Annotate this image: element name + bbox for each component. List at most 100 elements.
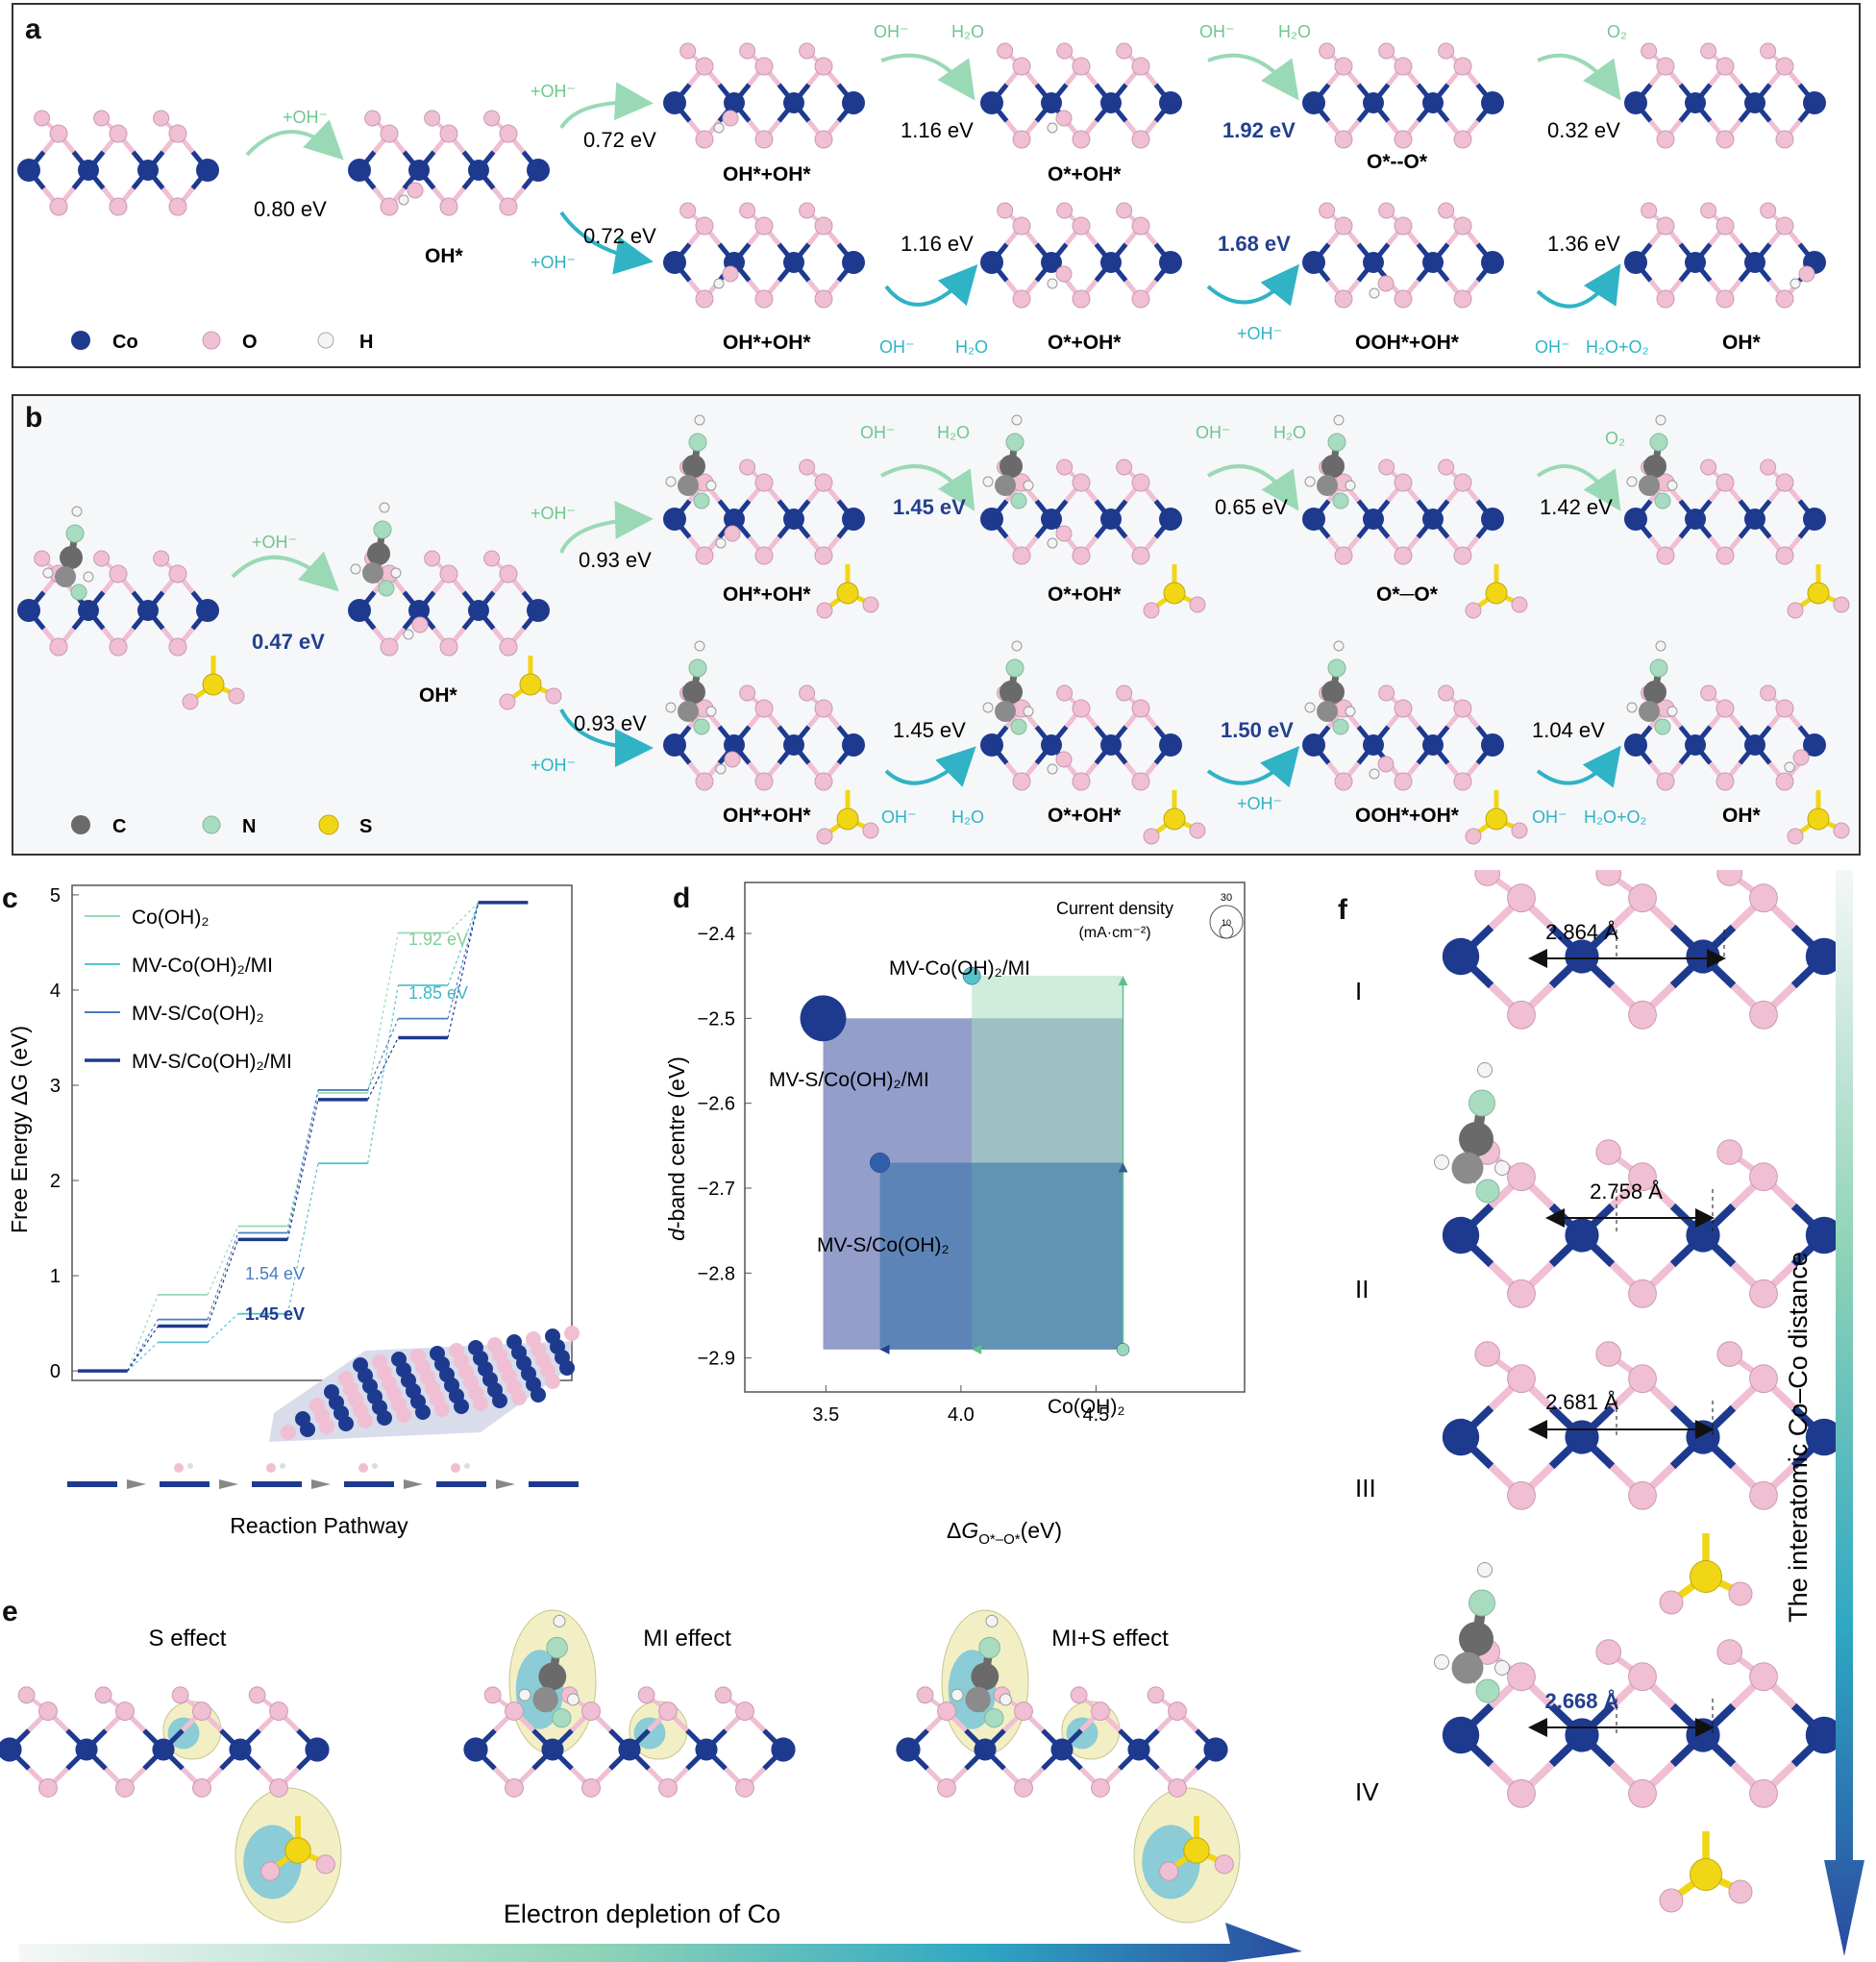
nitrogen-atom bbox=[1005, 433, 1024, 452]
oxygen-atom bbox=[1659, 1590, 1684, 1615]
hydrogen-atom bbox=[1011, 640, 1023, 652]
oxygen-atom bbox=[1716, 473, 1735, 492]
a-arrow-step1 bbox=[245, 119, 344, 161]
sulfur-atom bbox=[1690, 1858, 1722, 1891]
oxygen-atom bbox=[499, 693, 516, 710]
legend-h-label: H bbox=[359, 332, 373, 353]
oxygen-atom bbox=[637, 1686, 655, 1704]
oxygen-atom bbox=[182, 693, 199, 710]
slab-atom bbox=[564, 1326, 580, 1341]
hydrogen-atom bbox=[518, 1688, 531, 1701]
a-bot-s2-label: OH*+OH* bbox=[723, 332, 811, 354]
data-point-4 bbox=[800, 995, 847, 1042]
b-step1-reagent: +OH⁻ bbox=[252, 533, 297, 552]
slab-atom bbox=[468, 1340, 483, 1355]
oxygen-atom bbox=[814, 699, 833, 718]
b-arrow-top-branch bbox=[559, 500, 654, 554]
arrow-head bbox=[972, 1344, 982, 1354]
a-top-s2-out: H₂O bbox=[951, 22, 984, 41]
oxygen-atom bbox=[1700, 42, 1717, 60]
oxygen-atom bbox=[439, 124, 458, 143]
oxygen-atom bbox=[1716, 1139, 1743, 1165]
hydrogen-atom bbox=[999, 1693, 1012, 1706]
data-point-1 bbox=[1116, 1343, 1130, 1356]
slab-atom bbox=[410, 1349, 426, 1364]
cobalt-atom bbox=[0, 1737, 22, 1762]
hydrogen-atom bbox=[1666, 706, 1678, 717]
cobalt-atom bbox=[1422, 252, 1444, 273]
imidazole-molecule bbox=[518, 1614, 580, 1728]
sulfur-group bbox=[1465, 790, 1528, 845]
cobalt-atom bbox=[663, 733, 686, 757]
cobalt-atom bbox=[1442, 1716, 1480, 1754]
charge-map-2 bbox=[463, 1609, 796, 1798]
cobalt-atom bbox=[1805, 1418, 1843, 1456]
cobalt-atom bbox=[842, 733, 865, 757]
oxygen-atom bbox=[505, 1701, 524, 1722]
oxygen-atom bbox=[1728, 1581, 1753, 1606]
oxygen-atom bbox=[1012, 57, 1031, 76]
carbon-atom bbox=[60, 546, 83, 569]
sulfur-atom bbox=[284, 1837, 311, 1864]
pathway-arrow bbox=[496, 1479, 515, 1489]
cobalt-atom bbox=[783, 509, 804, 530]
b-arrow-top-s4 bbox=[1536, 464, 1621, 511]
oxygen-atom bbox=[380, 197, 399, 216]
carbon-atom bbox=[1643, 455, 1666, 478]
nitrogen-atom bbox=[1010, 492, 1027, 509]
b-bot-s3-label: O*+OH* bbox=[1048, 805, 1122, 827]
cobalt-atom bbox=[1127, 1738, 1150, 1761]
oxygen-atom bbox=[814, 289, 833, 309]
b-bot-branch-reagent: +OH⁻ bbox=[531, 756, 576, 775]
a-bot-branch-energy: 0.72 eV bbox=[583, 224, 656, 248]
oxygen-atom bbox=[1749, 1364, 1778, 1394]
oxygen-atom bbox=[1716, 130, 1735, 149]
cobalt-atom bbox=[724, 92, 745, 113]
oxygen-atom bbox=[168, 124, 187, 143]
sulfur-group bbox=[816, 790, 879, 845]
hydrogen-atom bbox=[1011, 414, 1023, 426]
hydrogen-atom bbox=[1477, 1062, 1493, 1078]
hydrogen-atom bbox=[1333, 414, 1345, 426]
nitrogen-atom bbox=[1654, 718, 1671, 735]
oxygen-atom bbox=[1334, 130, 1353, 149]
oxygen-atom bbox=[1131, 216, 1150, 236]
f-structure-4 bbox=[1434, 1562, 1843, 1913]
hydrogen-atom bbox=[403, 629, 414, 640]
co-oh2-slab bbox=[1624, 684, 1826, 791]
sulfur-atom bbox=[1690, 1560, 1722, 1593]
oxygen-atom bbox=[380, 637, 399, 657]
legend-co-atom bbox=[71, 331, 90, 350]
nitrogen-atom bbox=[378, 580, 395, 597]
sulfur-group bbox=[1159, 1816, 1234, 1881]
slab-atom bbox=[430, 1346, 445, 1361]
cobalt-atom bbox=[783, 92, 804, 113]
cobalt-atom bbox=[1442, 1216, 1480, 1254]
size-legend-unit: (mA·cm⁻²) bbox=[1078, 925, 1150, 941]
cobalt-atom bbox=[842, 251, 865, 274]
cobalt-atom bbox=[1744, 252, 1765, 273]
size-legend-value-30: 30 bbox=[1221, 892, 1232, 904]
oxygen-atom bbox=[1716, 1639, 1743, 1665]
oxygen-atom bbox=[439, 197, 458, 216]
pathway-adsorbate bbox=[451, 1463, 460, 1473]
cobalt-atom bbox=[724, 509, 745, 530]
oxygen-atom bbox=[1072, 772, 1091, 791]
nitrogen-atom bbox=[1332, 718, 1349, 735]
b-top-s2-out: H₂O bbox=[937, 423, 970, 442]
carbon-atom bbox=[1459, 1122, 1493, 1156]
adsorbed-oxygen bbox=[1377, 756, 1395, 773]
hydrogen-atom bbox=[1023, 706, 1034, 717]
slab-atom bbox=[324, 1384, 339, 1400]
hydrogen-atom bbox=[1666, 480, 1678, 491]
oxygen-atom bbox=[1334, 772, 1353, 791]
oxygen-atom bbox=[168, 197, 187, 216]
adsorbed-oxygen bbox=[1792, 749, 1810, 766]
hydrogen-atom bbox=[350, 563, 361, 575]
hydrogen-atom bbox=[1047, 537, 1058, 549]
oxygen-atom bbox=[1072, 289, 1091, 309]
carbon-atom bbox=[682, 455, 705, 478]
a-top-s4-energy: 0.32 eV bbox=[1547, 118, 1620, 142]
e-label-s-effect: S effect bbox=[149, 1626, 227, 1652]
y-tick-label: 0 bbox=[50, 1361, 61, 1382]
